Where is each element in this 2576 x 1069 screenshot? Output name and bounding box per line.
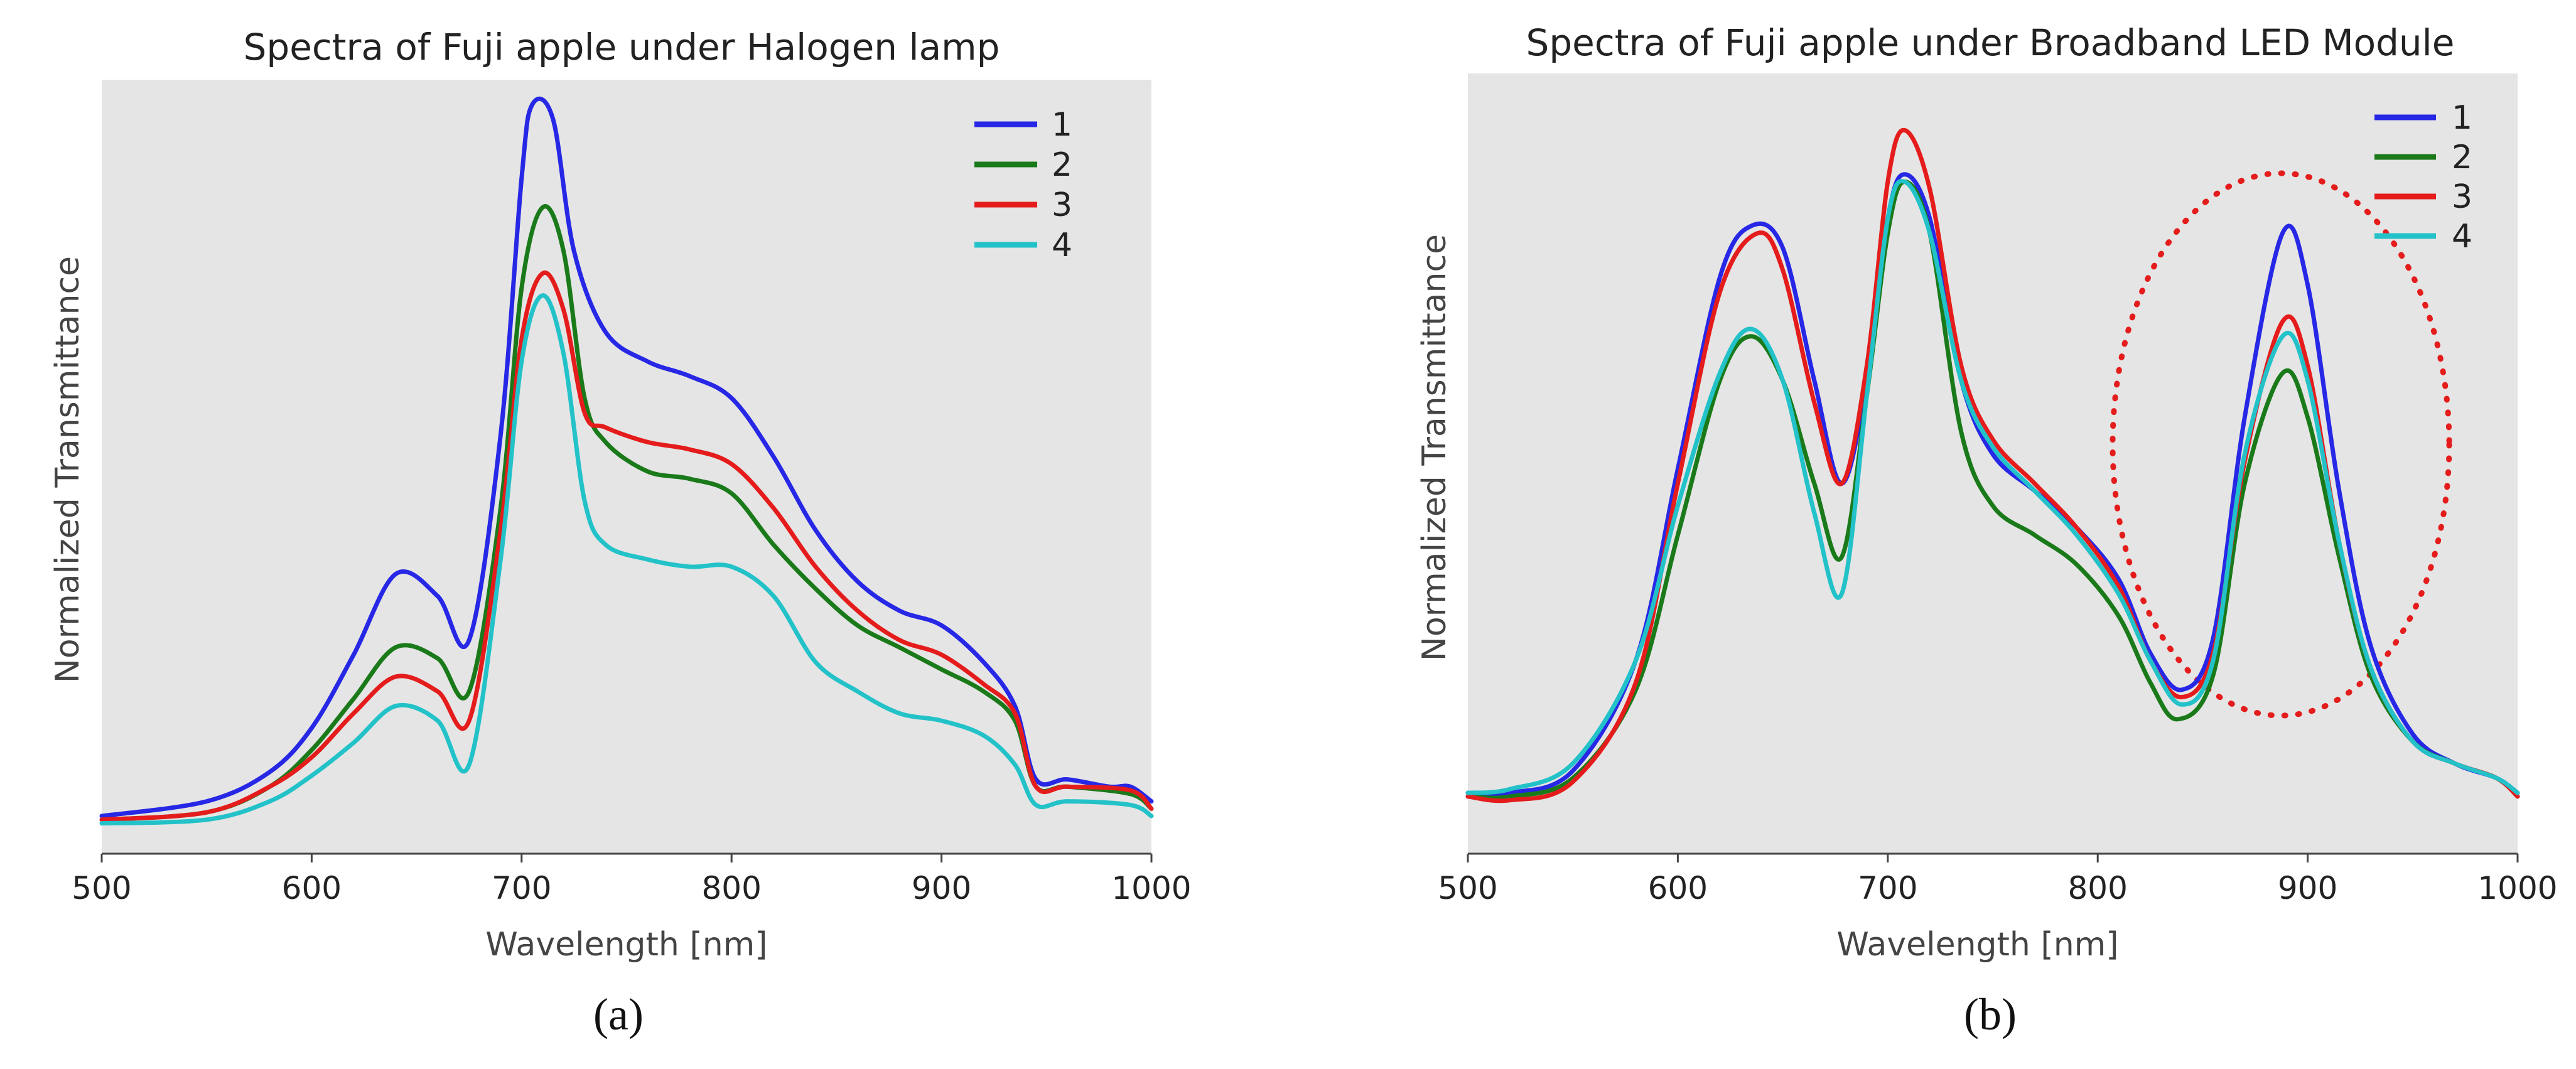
series-lines [1465, 127, 2520, 803]
panel-label-b: (b) [1964, 989, 2017, 1039]
legend: 1 2 3 4 [974, 106, 1072, 264]
x-tick-label-600: 600 [282, 870, 342, 906]
y-axis-label: Normalized Transmittance [1416, 234, 1453, 661]
legend-item-4: 4 [974, 227, 1072, 264]
x-ticks: 500 600 700 800 900 1000 [1438, 854, 2558, 906]
series-line-4 [1465, 179, 2520, 795]
chart-panel-b: Spectra of Fuji apple under Broadband LE… [1416, 21, 2558, 1039]
plot-area [102, 80, 1151, 854]
chart-title: Spectra of Fuji apple under Broadband LE… [1526, 21, 2455, 64]
x-tick-label-500: 500 [72, 870, 131, 906]
x-tick-label-700: 700 [492, 870, 551, 906]
y-axis-label: Normalized Transmittance [49, 256, 87, 683]
legend-label-2: 2 [2452, 139, 2472, 176]
series-lines [99, 96, 1154, 826]
x-axis-label: Wavelength [nm] [1836, 926, 2118, 964]
legend-item-2: 2 [2374, 139, 2472, 176]
plot-area [1468, 73, 2518, 854]
legend-label-3: 3 [1052, 186, 1072, 224]
x-ticks: 500 600 700 800 900 1000 [72, 854, 1192, 906]
panel-label-a: (a) [593, 989, 644, 1039]
x-tick-label-800: 800 [2067, 870, 2127, 906]
legend-item-1: 1 [2374, 99, 2472, 137]
chart-title: Spectra of Fuji apple under Halogen lamp [244, 26, 1000, 68]
legend-item-1: 1 [974, 106, 1072, 144]
legend-item-3: 3 [974, 186, 1072, 224]
series-line-3 [99, 270, 1154, 822]
x-tick-label-500: 500 [1438, 870, 1497, 906]
series-line-1 [99, 96, 1154, 819]
x-tick-label-1000: 1000 [2477, 870, 2557, 906]
x-tick-label-700: 700 [1858, 870, 1917, 906]
series-line-2 [1465, 180, 2520, 800]
legend-label-4: 4 [2452, 218, 2472, 255]
legend-label-4: 4 [1052, 227, 1072, 264]
x-tick-label-900: 900 [912, 870, 971, 906]
legend-item-3: 3 [2374, 178, 2472, 216]
legend-label-1: 1 [1052, 106, 1072, 144]
legend-item-4: 4 [2374, 218, 2472, 255]
legend-label-1: 1 [2452, 99, 2472, 137]
x-tick-label-1000: 1000 [1111, 870, 1191, 906]
x-tick-label-600: 600 [1648, 870, 1708, 906]
legend-item-2: 2 [974, 146, 1072, 184]
x-tick-label-800: 800 [701, 870, 761, 906]
series-line-1 [1465, 172, 2520, 797]
legend-label-2: 2 [1052, 146, 1072, 184]
legend: 1 2 3 4 [2374, 99, 2472, 255]
highlight-ellipse [2110, 170, 2452, 719]
series-line-4 [99, 293, 1154, 826]
x-tick-label-900: 900 [2278, 870, 2337, 906]
chart-panel-a: Spectra of Fuji apple under Halogen lamp… [49, 26, 1192, 1039]
series-line-2 [99, 204, 1154, 822]
legend-label-3: 3 [2452, 178, 2472, 216]
x-axis-label: Wavelength [nm] [485, 926, 767, 964]
